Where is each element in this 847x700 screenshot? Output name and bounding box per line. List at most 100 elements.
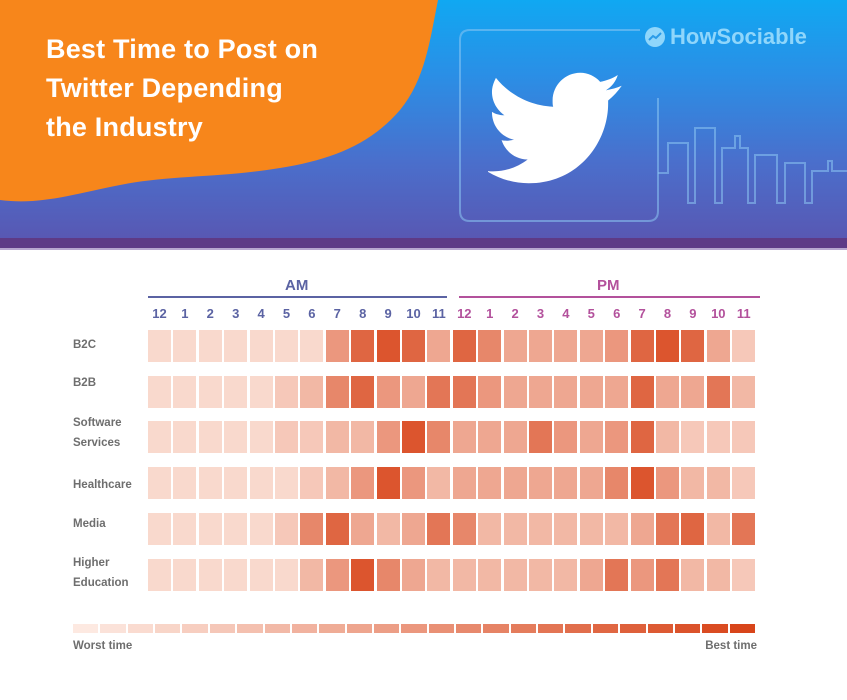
heatmap-cell: [681, 467, 705, 499]
heatmap-cell: [275, 467, 298, 499]
heatmap-cell: [173, 376, 197, 408]
heatmap-cell: [681, 421, 705, 453]
heatmap-cell: [148, 559, 171, 591]
legend-swatch: [401, 624, 427, 633]
heatmap-cell: [452, 330, 476, 362]
heatmap-cell: [427, 559, 451, 591]
heatmap-cell: [630, 559, 654, 591]
hour-tick-label: 5: [282, 306, 291, 321]
heatmap-cell: [351, 330, 375, 362]
heatmap-cell: [402, 330, 425, 362]
heatmap-cell: [706, 467, 730, 499]
legend-swatch: [729, 624, 755, 633]
heatmap-cell: [579, 376, 603, 408]
heatmap-cell: [148, 421, 171, 453]
heatmap-cell: [579, 330, 603, 362]
heatmap-cell: [427, 421, 451, 453]
legend-swatch: [674, 624, 701, 633]
heatmap-cell: [681, 559, 705, 591]
legend-swatch: [209, 624, 236, 633]
heatmap-cell: [529, 513, 552, 545]
heatmap-cell: [148, 330, 171, 362]
heatmap-cell: [427, 513, 451, 545]
heatmap-cell: [630, 330, 654, 362]
hour-tick-label: 11: [432, 306, 446, 321]
heatmap-cell: [325, 330, 349, 362]
legend-best-label: Best time: [705, 640, 757, 652]
heatmap-cell: [605, 376, 629, 408]
heatmap-cell: [503, 421, 527, 453]
heatmap-cell: [173, 513, 197, 545]
legend-swatch: [373, 624, 400, 633]
heatmap-cell: [249, 559, 273, 591]
heatmap-cell: [605, 513, 629, 545]
header-divider-line: [0, 248, 847, 250]
legend-swatch: [565, 624, 591, 633]
heatmap-cell: [198, 330, 222, 362]
heatmap-cell: [706, 376, 730, 408]
heatmap-cell: [656, 513, 679, 545]
heatmap-cell: [275, 559, 298, 591]
heatmap-cell: [452, 421, 476, 453]
row-label-b2c: B2C: [73, 339, 97, 351]
heatmap-cell: [452, 467, 476, 499]
title-line-3: the Industry: [46, 112, 203, 142]
heatmap-cell: [402, 376, 425, 408]
heatmap-cell: [173, 467, 197, 499]
heatmap-cell: [427, 467, 451, 499]
heatmap-cell: [224, 421, 248, 453]
heatmap-cell: [529, 421, 552, 453]
heatmap-cell: [376, 330, 400, 362]
legend-swatch: [155, 624, 181, 633]
heatmap-cell: [452, 513, 476, 545]
heatmap-cell: [605, 467, 629, 499]
heatmap-cell: [706, 421, 730, 453]
heatmap-cell: [732, 513, 756, 545]
heatmap-cell: [529, 376, 552, 408]
heatmap-cell: [503, 376, 527, 408]
heatmap-cell: [275, 513, 298, 545]
hour-tick-label: 11: [736, 306, 751, 321]
legend-swatch: [319, 624, 345, 633]
row-label-media: Media: [73, 518, 106, 530]
hour-tick-label: 3: [536, 306, 545, 321]
heatmap-cell: [579, 513, 603, 545]
hour-tick-label: 12: [457, 306, 472, 321]
am-group-line: [148, 296, 447, 298]
heatmap-cell: [529, 330, 552, 362]
brand-logo: HowSociable: [645, 24, 807, 50]
heatmap-cell: [478, 376, 502, 408]
heatmap-cell: [503, 513, 527, 545]
heatmap-cell: [198, 559, 222, 591]
hour-tick-label: 4: [562, 306, 570, 321]
heatmap-cell: [198, 467, 222, 499]
heatmap-cell: [630, 376, 654, 408]
heatmap-cell: [630, 467, 654, 499]
heatmap-cell: [249, 467, 273, 499]
heatmap-cell: [554, 421, 578, 453]
heatmap-cell: [579, 559, 603, 591]
heatmap-cell: [706, 330, 730, 362]
heatmap-cell: [478, 330, 502, 362]
heatmap-cell: [554, 376, 578, 408]
legend-swatch: [538, 624, 564, 633]
heatmap-cell: [351, 467, 375, 499]
heatmap-cell: [376, 559, 400, 591]
orange-blob-shape: [0, 0, 438, 202]
heatmap-cell: [503, 467, 527, 499]
heatmap-cell: [656, 559, 679, 591]
heatmap-cell: [732, 376, 756, 408]
heatmap-cell: [351, 513, 375, 545]
heatmap-cell: [605, 559, 629, 591]
heatmap-cell: [478, 467, 502, 499]
heatmap-cell: [275, 330, 298, 362]
heatmap-cell: [376, 513, 400, 545]
hour-tick-label: 1: [181, 306, 189, 321]
heatmap-cell: [249, 376, 273, 408]
hour-tick-label: 9: [384, 306, 392, 321]
heatmap-cell: [427, 330, 451, 362]
heatmap-cell: [402, 513, 425, 545]
heatmap-cell: [529, 559, 552, 591]
heatmap-cell: [732, 467, 756, 499]
brand-name: HowSociable: [670, 24, 807, 49]
